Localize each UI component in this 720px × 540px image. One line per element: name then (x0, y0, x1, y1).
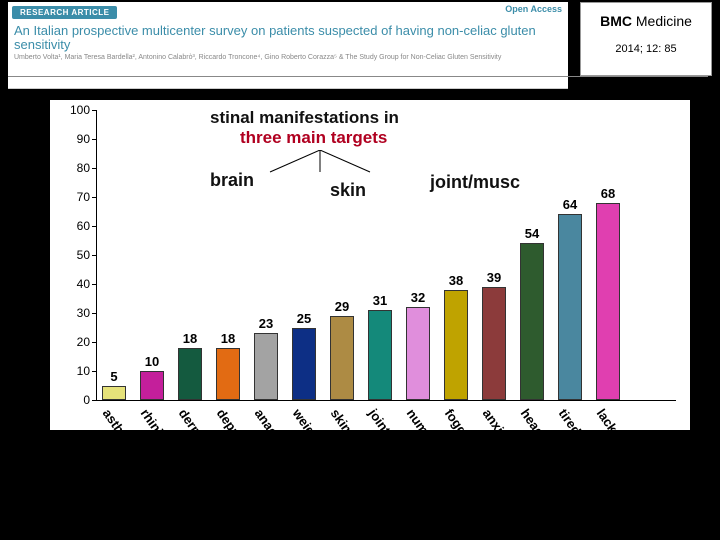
bar-value: 23 (251, 316, 281, 331)
bar (216, 348, 240, 400)
y-tick-mark (92, 168, 96, 169)
journal-citation: 2014; 12: 85 (581, 43, 711, 55)
y-tick-label: 0 (62, 393, 90, 407)
group-label-brain: brain (210, 170, 254, 191)
y-tick-mark (92, 197, 96, 198)
divider (8, 76, 708, 77)
chart-title-overlay-line2: three main targets (240, 128, 387, 148)
bar-value: 31 (365, 293, 395, 308)
x-axis (96, 400, 676, 401)
bar (102, 386, 126, 401)
bar (292, 328, 316, 401)
bar-value: 29 (327, 299, 357, 314)
y-tick-label: 100 (62, 103, 90, 117)
y-tick-mark (92, 342, 96, 343)
chart-title-overlay-line1: stinal manifestations in (210, 108, 399, 128)
article-authors: Umberto Volta¹, Maria Teresa Bardella², … (14, 54, 562, 62)
open-access-label: Open Access (505, 4, 562, 14)
bar-value: 39 (479, 270, 509, 285)
bar-value: 32 (403, 290, 433, 305)
bar-value: 18 (175, 331, 205, 346)
bar (444, 290, 468, 400)
y-tick-label: 20 (62, 335, 90, 349)
bar (368, 310, 392, 400)
group-label-joint: joint/musc (430, 172, 520, 193)
bar-value: 64 (555, 197, 585, 212)
bar (178, 348, 202, 400)
y-tick-mark (92, 400, 96, 401)
y-tick-label: 30 (62, 306, 90, 320)
y-tick-label: 90 (62, 132, 90, 146)
y-tick-label: 70 (62, 190, 90, 204)
bar (558, 214, 582, 400)
arrows-icon (260, 150, 380, 180)
bar (520, 243, 544, 400)
y-tick-label: 50 (62, 248, 90, 262)
y-tick-label: 10 (62, 364, 90, 378)
y-tick-mark (92, 313, 96, 314)
bar-value: 68 (593, 186, 623, 201)
y-tick-mark (92, 371, 96, 372)
bar-value: 54 (517, 226, 547, 241)
bar-value: 25 (289, 311, 319, 326)
y-axis-title: % (20, 250, 40, 276)
y-tick-mark (92, 284, 96, 285)
y-tick-label: 80 (62, 161, 90, 175)
bar (406, 307, 430, 400)
journal-name: BMC Medicine (581, 13, 711, 29)
bar-value: 38 (441, 273, 471, 288)
y-tick-mark (92, 226, 96, 227)
bar-value: 5 (99, 369, 129, 384)
y-tick-mark (92, 255, 96, 256)
y-tick-mark (92, 139, 96, 140)
y-tick-mark (92, 110, 96, 111)
bar (330, 316, 354, 400)
article-title: An Italian prospective multicenter surve… (14, 24, 562, 52)
bar-value: 10 (137, 354, 167, 369)
article-type-pill: RESEARCH ARTICLE (12, 6, 117, 19)
group-label-skin: skin (330, 180, 366, 201)
y-tick-label: 60 (62, 219, 90, 233)
bar-value: 18 (213, 331, 243, 346)
bar (254, 333, 278, 400)
plot-area: 5 10 18 18 23 25 29 31 32 38 39 54 64 68 (96, 110, 676, 400)
journal-box: BMC Medicine 2014; 12: 85 (580, 2, 712, 76)
y-tick-label: 40 (62, 277, 90, 291)
bar (140, 371, 164, 400)
bar-chart: % 510181823252931323839546468 stinal man… (50, 100, 690, 430)
bar (596, 203, 620, 400)
bar (482, 287, 506, 400)
